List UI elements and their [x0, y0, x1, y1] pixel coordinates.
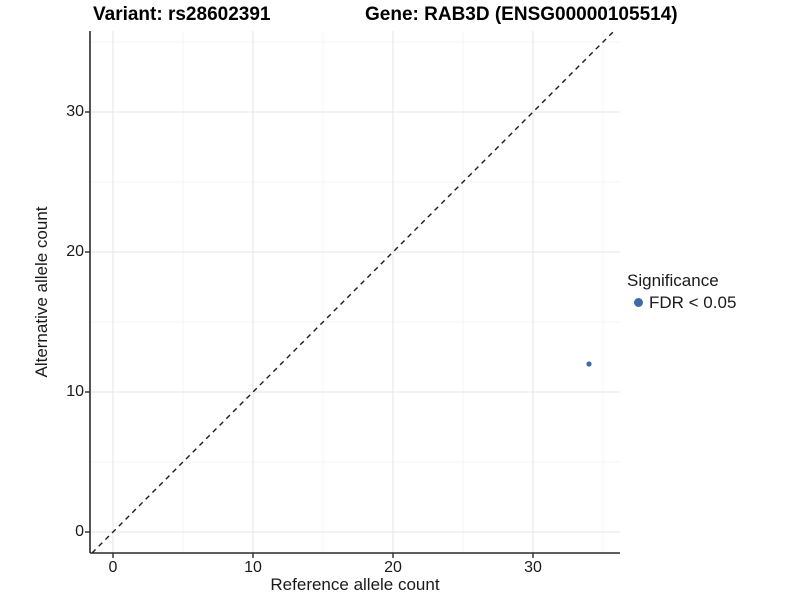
y-tick-label: 10 [66, 383, 84, 400]
y-tick-label: 30 [66, 103, 84, 120]
legend-entry: FDR < 0.05 [627, 292, 736, 313]
x-tick-label: 20 [384, 559, 402, 576]
variant-title: Variant: rs28602391 [93, 4, 271, 25]
identity-dashed-line [91, 30, 615, 554]
data-point [586, 361, 592, 367]
legend-entry-label: FDR < 0.05 [649, 293, 737, 312]
y-tick-label: 20 [66, 243, 84, 260]
x-axis-title: Reference allele count [270, 575, 440, 594]
legend: Significance FDR < 0.05 [627, 270, 736, 313]
x-tick-label: 0 [108, 559, 118, 576]
x-tick-label: 10 [244, 559, 262, 576]
legend-point-icon [634, 298, 643, 307]
legend-title: Significance [627, 271, 719, 290]
gene-title: Gene: RAB3D (ENSG00000105514) [365, 4, 678, 25]
x-tick-label: 30 [524, 559, 542, 576]
y-axis-title: Alternative allele count [32, 206, 51, 378]
y-tick-label: 0 [75, 523, 84, 540]
